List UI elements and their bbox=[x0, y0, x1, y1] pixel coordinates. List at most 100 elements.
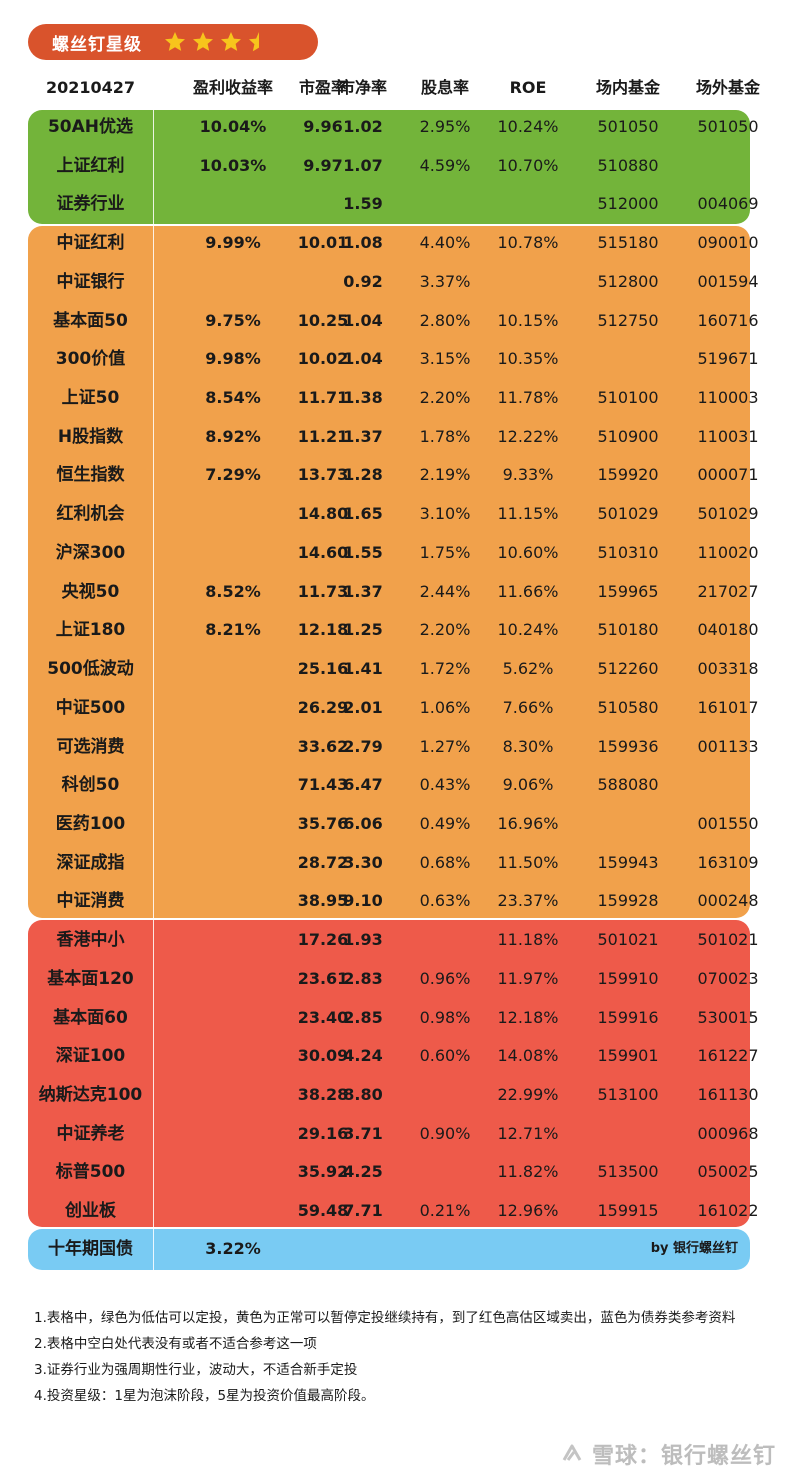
table-row: 上证红利 10.03% 9.97 1.07 4.59% 10.70% 510880 bbox=[28, 147, 750, 186]
star-icon bbox=[165, 32, 185, 51]
on-exchange-fund-code: 501021 bbox=[597, 930, 659, 950]
pe-ratio: 71.43 bbox=[297, 775, 349, 795]
header-date: 20210427 bbox=[45, 78, 136, 97]
pe-ratio: 10.25 bbox=[297, 310, 349, 330]
table-row: 300价值 9.98% 10.02 1.04 3.15% 10.35% 519671 bbox=[28, 340, 759, 379]
pe-ratio: 28.72 bbox=[297, 852, 349, 872]
on-exchange-fund-code: 159943 bbox=[597, 852, 659, 872]
star-rating bbox=[162, 30, 274, 54]
on-exchange-fund-code: 159965 bbox=[597, 581, 659, 601]
on-exchange-fund-code: 513100 bbox=[597, 1085, 659, 1104]
dividend-yield: 1.06% bbox=[419, 697, 471, 717]
index-name: 深证100 bbox=[55, 1046, 126, 1067]
earnings-yield: 9.75% bbox=[205, 310, 261, 330]
index-name: 基本面50 bbox=[53, 310, 128, 331]
group-normal-valuation bbox=[28, 226, 750, 918]
index-name: 恒生指数 bbox=[56, 465, 125, 486]
pb-ratio: 0.92 bbox=[343, 271, 383, 291]
bond-name: 十年期国债 bbox=[48, 1239, 133, 1259]
index-name: 上证50 bbox=[61, 388, 120, 409]
earnings-yield: 8.21% bbox=[205, 620, 261, 640]
index-name: 央视50 bbox=[61, 581, 120, 602]
table-row: 红利机会 14.80 1.65 3.10% 11.15% 501029 501029 bbox=[28, 495, 759, 534]
pb-ratio: 3.30 bbox=[343, 852, 383, 872]
pb-ratio: 1.37 bbox=[343, 581, 383, 601]
roe: 12.96% bbox=[497, 1201, 559, 1221]
roe: 10.24% bbox=[497, 117, 559, 136]
pe-ratio: 10.01 bbox=[297, 233, 349, 253]
pe-ratio: 29.16 bbox=[297, 1123, 349, 1143]
dividend-yield: 0.98% bbox=[419, 1007, 471, 1027]
pb-ratio: 1.07 bbox=[343, 155, 383, 175]
pb-ratio: 6.06 bbox=[343, 813, 383, 833]
dividend-yield: 2.20% bbox=[419, 388, 471, 408]
off-exchange-fund-code: 070023 bbox=[697, 968, 759, 988]
pe-ratio: 23.61 bbox=[297, 968, 349, 988]
table-row: 恒生指数 7.29% 13.73 1.28 2.19% 9.33% 159920 000071 bbox=[28, 456, 759, 495]
roe: 23.37% bbox=[497, 891, 559, 911]
pe-ratio: 59.48 bbox=[297, 1201, 349, 1221]
pb-ratio: 1.04 bbox=[343, 310, 383, 330]
header-earnings-yield: 盈利收益率 bbox=[192, 78, 273, 97]
off-exchange-fund-code bbox=[658, 766, 798, 805]
dividend-yield: 0.49% bbox=[419, 813, 471, 833]
on-exchange-fund-code: 512750 bbox=[597, 310, 659, 330]
dividend-yield: 3.37% bbox=[419, 271, 471, 291]
header-on-exchange-fund: 场内基金 bbox=[595, 78, 660, 97]
dividend-yield: 2.95% bbox=[419, 117, 471, 136]
off-exchange-fund-code: 090010 bbox=[697, 233, 759, 253]
roe: 10.78% bbox=[497, 233, 559, 253]
off-exchange-fund-code: 501050 bbox=[697, 117, 759, 136]
on-exchange-fund-code: 501050 bbox=[597, 117, 659, 136]
on-exchange-fund-code: 510100 bbox=[597, 388, 659, 408]
off-exchange-fund-code: 050025 bbox=[697, 1162, 759, 1182]
roe: 9.33% bbox=[502, 465, 554, 485]
dividend-yield: 1.27% bbox=[419, 736, 471, 756]
watermark-text: 雪球：银行螺丝钉 bbox=[591, 1444, 776, 1469]
pe-ratio: 38.95 bbox=[297, 891, 349, 911]
on-exchange-fund-code: 159928 bbox=[597, 891, 659, 911]
off-exchange-fund-code: 501029 bbox=[697, 504, 759, 524]
dividend-yield: 0.63% bbox=[419, 891, 471, 911]
on-exchange-fund-code: 510900 bbox=[597, 426, 659, 446]
header-dividend-yield: 股息率 bbox=[420, 78, 469, 97]
pb-ratio: 8.80 bbox=[343, 1085, 383, 1104]
roe: 11.50% bbox=[497, 852, 559, 872]
index-name: 可选消费 bbox=[56, 736, 125, 757]
dividend-yield: 2.20% bbox=[419, 620, 471, 640]
pb-ratio: 2.79 bbox=[343, 736, 383, 756]
author-credit: by 银行螺丝钉 bbox=[650, 1241, 738, 1256]
off-exchange-fund-code: 110003 bbox=[697, 388, 759, 408]
star-icon bbox=[193, 32, 213, 51]
pe-ratio: 26.29 bbox=[297, 697, 349, 717]
pe-ratio: 9.97 bbox=[303, 155, 343, 175]
pe-ratio: 12.18 bbox=[297, 620, 349, 640]
dividend-yield: 2.80% bbox=[419, 310, 471, 330]
earnings-yield: 9.98% bbox=[205, 349, 261, 369]
on-exchange-fund-code: 510580 bbox=[597, 697, 659, 717]
pe-ratio: 11.73 bbox=[297, 581, 349, 601]
table-row: 沪深300 14.60 1.55 1.75% 10.60% 510310 110020 bbox=[28, 534, 759, 573]
pe-ratio: 9.96 bbox=[303, 117, 343, 136]
roe: 14.08% bbox=[497, 1046, 559, 1066]
index-name: 基本面60 bbox=[53, 1007, 128, 1028]
earnings-yield: 8.54% bbox=[205, 388, 261, 408]
index-name: 上证180 bbox=[55, 620, 126, 641]
index-name: 中证500 bbox=[55, 697, 126, 718]
dividend-yield: 0.60% bbox=[419, 1046, 471, 1066]
earnings-yield: 10.03% bbox=[199, 155, 267, 175]
on-exchange-fund-code: 512260 bbox=[597, 659, 659, 679]
off-exchange-fund-code: 001133 bbox=[697, 736, 759, 756]
pe-ratio: 13.73 bbox=[297, 465, 349, 485]
pb-ratio: 1.65 bbox=[343, 504, 383, 524]
roe: 10.35% bbox=[497, 349, 559, 369]
off-exchange-fund-code: 161130 bbox=[697, 1085, 759, 1104]
pb-ratio: 1.38 bbox=[343, 388, 383, 408]
on-exchange-fund-code: 588080 bbox=[597, 775, 659, 795]
pb-ratio: 1.04 bbox=[343, 349, 383, 369]
index-name: 证券行业 bbox=[56, 194, 125, 215]
pe-ratio: 38.28 bbox=[297, 1085, 349, 1104]
dividend-yield: 4.59% bbox=[419, 155, 471, 175]
off-exchange-fund-code: 004069 bbox=[697, 194, 759, 214]
pb-ratio: 1.55 bbox=[343, 542, 383, 562]
